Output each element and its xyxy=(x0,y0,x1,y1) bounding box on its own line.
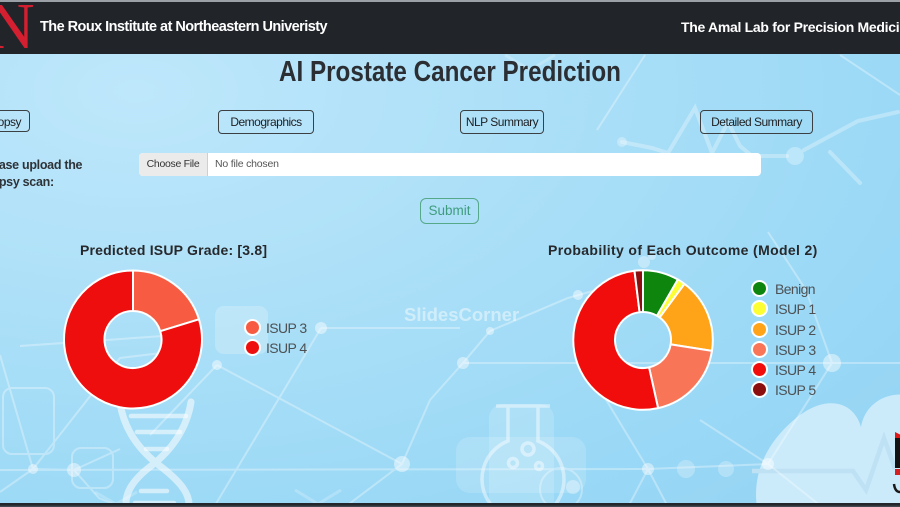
svg-text:SlidesCorner: SlidesCorner xyxy=(404,304,519,325)
